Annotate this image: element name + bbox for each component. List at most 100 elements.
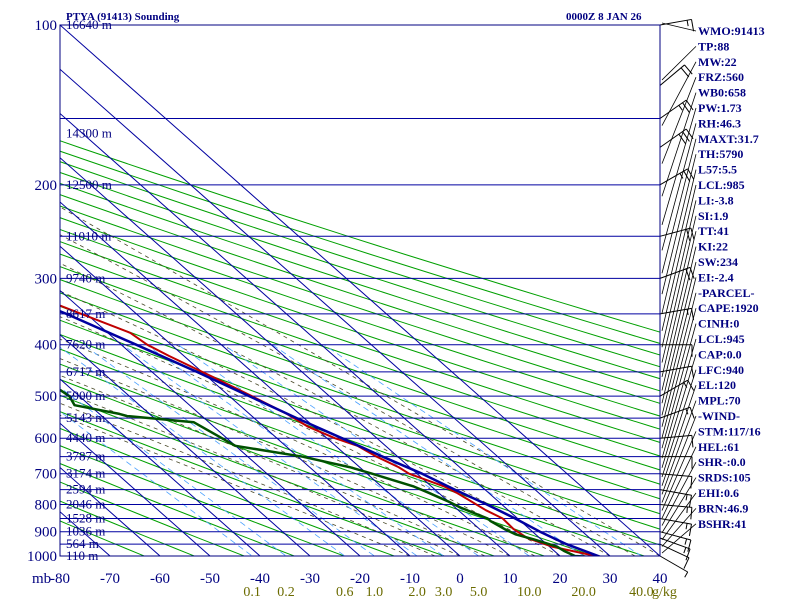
mixing-ratio-label: 0.6 [336,585,354,600]
height-label: 564 m [66,536,99,551]
index-leader [661,261,697,404]
index-item: HEL:61 [698,440,739,454]
index-item: TP:88 [698,39,729,53]
index-item: L57:5.5 [698,163,737,177]
isotherm [60,334,311,556]
temp-tick-label: -80 [50,571,70,587]
index-item: -WIND- [698,409,740,423]
mixing-ratio-line [60,410,253,556]
isotherm [60,201,461,556]
isotherm [60,25,660,556]
mixing-ratio-unit: g/kg [652,585,677,600]
dry-adiabat [60,241,660,443]
height-label: 9740 m [66,270,105,285]
mixing-ratio-line [146,344,445,556]
index-item: WB0:658 [698,86,746,100]
moist-adiabat [60,402,436,556]
index-leader [661,107,697,226]
temp-tick-label: -40 [250,571,270,587]
height-label: 4440 m [66,430,105,445]
index-item: TT:41 [698,224,729,238]
index-item: LI:-3.8 [698,193,734,207]
wind-barb [659,537,691,561]
dry-adiabat [60,427,396,556]
pressure-tick-label: 500 [35,389,58,405]
profile-line-3 [60,309,602,556]
isotherm [60,245,411,556]
mixing-ratio-label: 2.0 [408,585,426,600]
index-leader [661,46,697,81]
profile-line-2 [60,388,597,556]
index-item: TH:5790 [698,147,743,161]
index-leader [661,400,697,495]
temp-tick-label: -50 [200,571,220,587]
index-item: KI:22 [698,240,728,254]
height-label: 8617 m [66,306,105,321]
height-label: 3174 m [66,466,105,481]
wind-barb [659,543,690,569]
isotherm [60,422,211,556]
index-item: LCL:985 [698,178,745,192]
isotherm [60,378,261,556]
index-item: RH:46.3 [698,116,741,130]
wind-barb [659,266,695,281]
dry-adiabat [60,253,660,457]
index-leader [661,123,697,251]
temp-tick-label: 40 [653,571,668,587]
dry-adiabat [60,411,446,556]
temp-tick-label: -60 [150,571,170,587]
index-leader [661,246,697,391]
index-item: BRN:46.9 [698,501,748,515]
height-label: 11010 m [66,228,111,243]
mixing-ratio-line [323,344,643,556]
index-leader [661,415,697,503]
index-item: -PARCEL- [698,286,754,300]
height-label: 6717 m [66,364,105,379]
wind-barb [659,555,689,578]
height-label: 14300 m [66,125,112,140]
index-leader [661,277,697,416]
index-leader [661,138,697,274]
mixing-ratio-line [83,344,376,556]
temp-tick-label: -70 [100,571,120,587]
index-item: MAXT:31.7 [698,132,759,146]
pressure-tick-label: 800 [35,498,58,514]
index-leader [661,369,697,478]
mixing-ratio-label: 1.0 [366,585,384,600]
moist-adiabat [60,206,660,556]
temp-tick-label: -20 [350,571,370,587]
pressure-tick-label: 300 [35,271,58,287]
index-leader [661,338,697,459]
height-label: 2046 m [66,497,105,512]
chart-title: PTYA (91413) Sounding [66,11,180,23]
mixing-ratio-line [223,344,531,556]
index-item: LCL:945 [698,332,745,346]
index-item: SI:1.9 [698,209,728,223]
index-leader [661,477,697,533]
index-leader [661,523,697,554]
moist-adiabat [60,262,611,556]
dry-adiabat [60,333,660,546]
index-leader [661,22,697,32]
index-item: BSHR:41 [698,517,747,531]
mixing-ratio-line [60,387,287,556]
index-leader [661,354,697,468]
index-item: SHR-:0.0 [698,455,746,469]
plot-frame [59,24,661,557]
index-item: SRDS:105 [698,471,751,485]
index-leader [661,292,697,427]
moist-adiabat [60,389,461,556]
index-leader [661,184,697,331]
index-leader [661,92,697,197]
height-label: 2594 m [66,482,105,497]
temp-tick-label: 0 [456,571,464,587]
index-item: SW:234 [698,255,738,269]
moist-adiabat [60,290,586,556]
index-leader [661,169,697,314]
height-label: 5900 m [66,388,105,403]
index-leader [661,77,697,164]
index-item: EL:120 [698,378,736,392]
isotherm [60,112,561,556]
